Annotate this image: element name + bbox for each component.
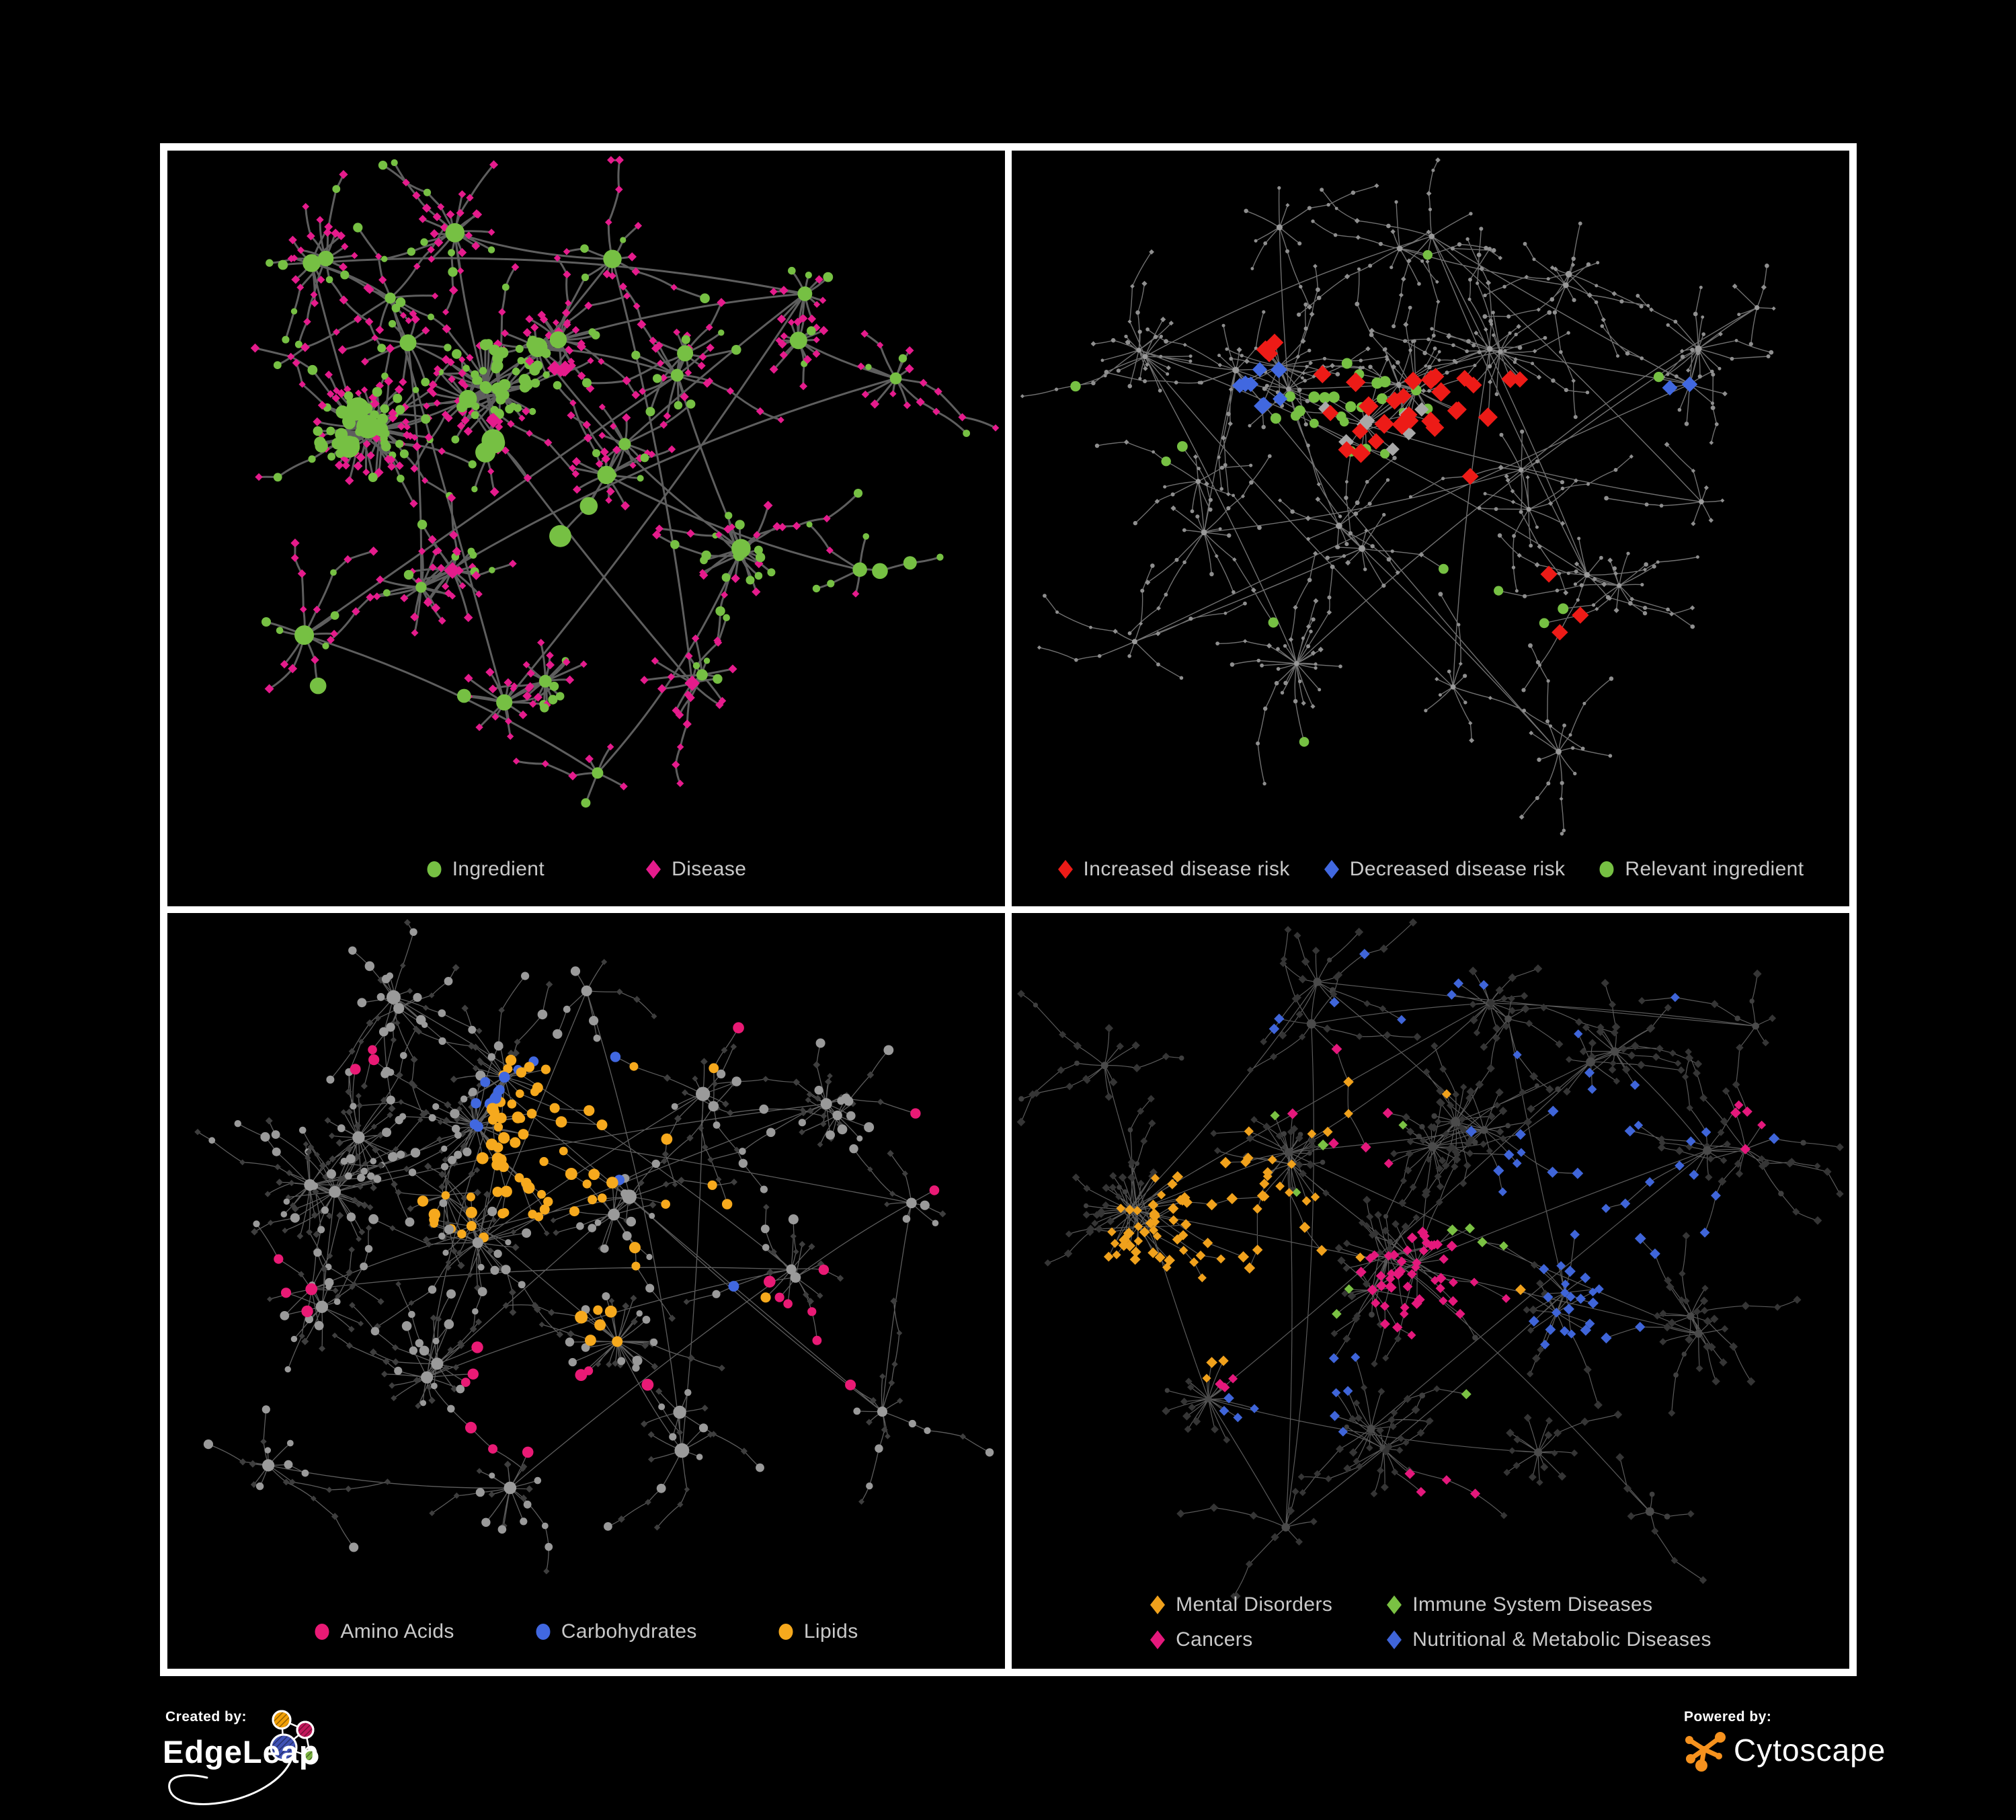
panel-nutrient-classes: Amino Acids Carbohydrates Lipids: [167, 913, 1005, 1669]
legend-item: Amino Acids: [314, 1620, 454, 1643]
legend-label: Amino Acids: [340, 1620, 454, 1643]
diamond-marker-icon: [1150, 1630, 1166, 1649]
legend: Increased disease risk Decreased disease …: [1012, 858, 1849, 881]
legend-item: Relevant ingredient: [1599, 858, 1804, 881]
edgeleap-brand-name: EdgeLeap: [163, 1734, 319, 1770]
created-by-label: Created by:: [165, 1709, 247, 1725]
legend-label: Cancers: [1176, 1628, 1253, 1651]
legend: Mental Disorders Immune System Diseases Ca…: [1012, 1593, 1849, 1651]
circle-marker-icon: [778, 1624, 793, 1640]
legend-label: Relevant ingredient: [1625, 858, 1804, 880]
legend-item: Increased disease risk: [1057, 858, 1290, 881]
cytoscape-credit: Powered by: Cytoscape: [1684, 1709, 1885, 1803]
legend-label: Mental Disorders: [1176, 1593, 1333, 1616]
powered-by-label: Powered by:: [1684, 1709, 1772, 1725]
legend-label: Carbohydrates: [561, 1620, 697, 1643]
legend-item: Lipids: [778, 1620, 858, 1643]
legend-item: Ingredient: [426, 858, 545, 881]
legend-label: Immune System Diseases: [1412, 1593, 1653, 1616]
diamond-marker-icon: [646, 860, 661, 879]
circle-marker-icon: [427, 861, 442, 877]
panel-disease-risk: Increased disease risk Decreased disease …: [1012, 151, 1849, 906]
legend-item: Mental Disorders: [1150, 1593, 1332, 1616]
legend-label: Lipids: [803, 1620, 858, 1643]
legend-label: Decreased disease risk: [1349, 858, 1566, 880]
legend-label: Nutritional & Metabolic Diseases: [1412, 1628, 1711, 1651]
cytoscape-logo-icon: [1685, 1732, 1726, 1772]
edgeleap-logo-icon: [168, 1710, 319, 1805]
legend-item: Decreased disease risk: [1324, 858, 1566, 881]
edgeleap-credit: Created by: EdgeLeap: [160, 1709, 402, 1820]
circle-marker-icon: [1599, 861, 1614, 877]
ingredient-disease-network: [250, 155, 1000, 808]
diamond-marker-icon: [1057, 860, 1073, 879]
legend: Ingredient Disease: [167, 858, 1005, 881]
panel-ingredient-disease: Ingredient Disease: [167, 151, 1005, 906]
legend: Amino Acids Carbohydrates Lipids: [167, 1620, 1005, 1643]
disease-categories-network: [1016, 918, 1844, 1601]
panel-disease-categories: Mental Disorders Immune System Diseases Ca…: [1012, 913, 1849, 1669]
legend-label: Increased disease risk: [1083, 858, 1290, 880]
legend-item: Immune System Diseases: [1386, 1593, 1711, 1616]
disease-risk-network: [1020, 157, 1776, 836]
panel-grid: Ingredient Disease Increased disease risk…: [160, 143, 1857, 1676]
diamond-marker-icon: [1150, 1595, 1166, 1614]
diamond-marker-icon: [1324, 860, 1339, 879]
legend-item: Cancers: [1150, 1628, 1332, 1651]
legend-item: Disease: [645, 858, 746, 881]
legend-item: Carbohydrates: [535, 1620, 697, 1643]
nutrient-classes-network: [194, 919, 994, 1575]
legend-label: Disease: [672, 858, 747, 880]
legend-label: Ingredient: [452, 858, 545, 880]
legend-item: Nutritional & Metabolic Diseases: [1386, 1628, 1711, 1651]
diamond-marker-icon: [1387, 1595, 1402, 1614]
circle-marker-icon: [536, 1624, 551, 1640]
diamond-marker-icon: [1387, 1630, 1402, 1649]
circle-marker-icon: [315, 1624, 329, 1640]
cytoscape-brand-name: Cytoscape: [1734, 1733, 1886, 1768]
